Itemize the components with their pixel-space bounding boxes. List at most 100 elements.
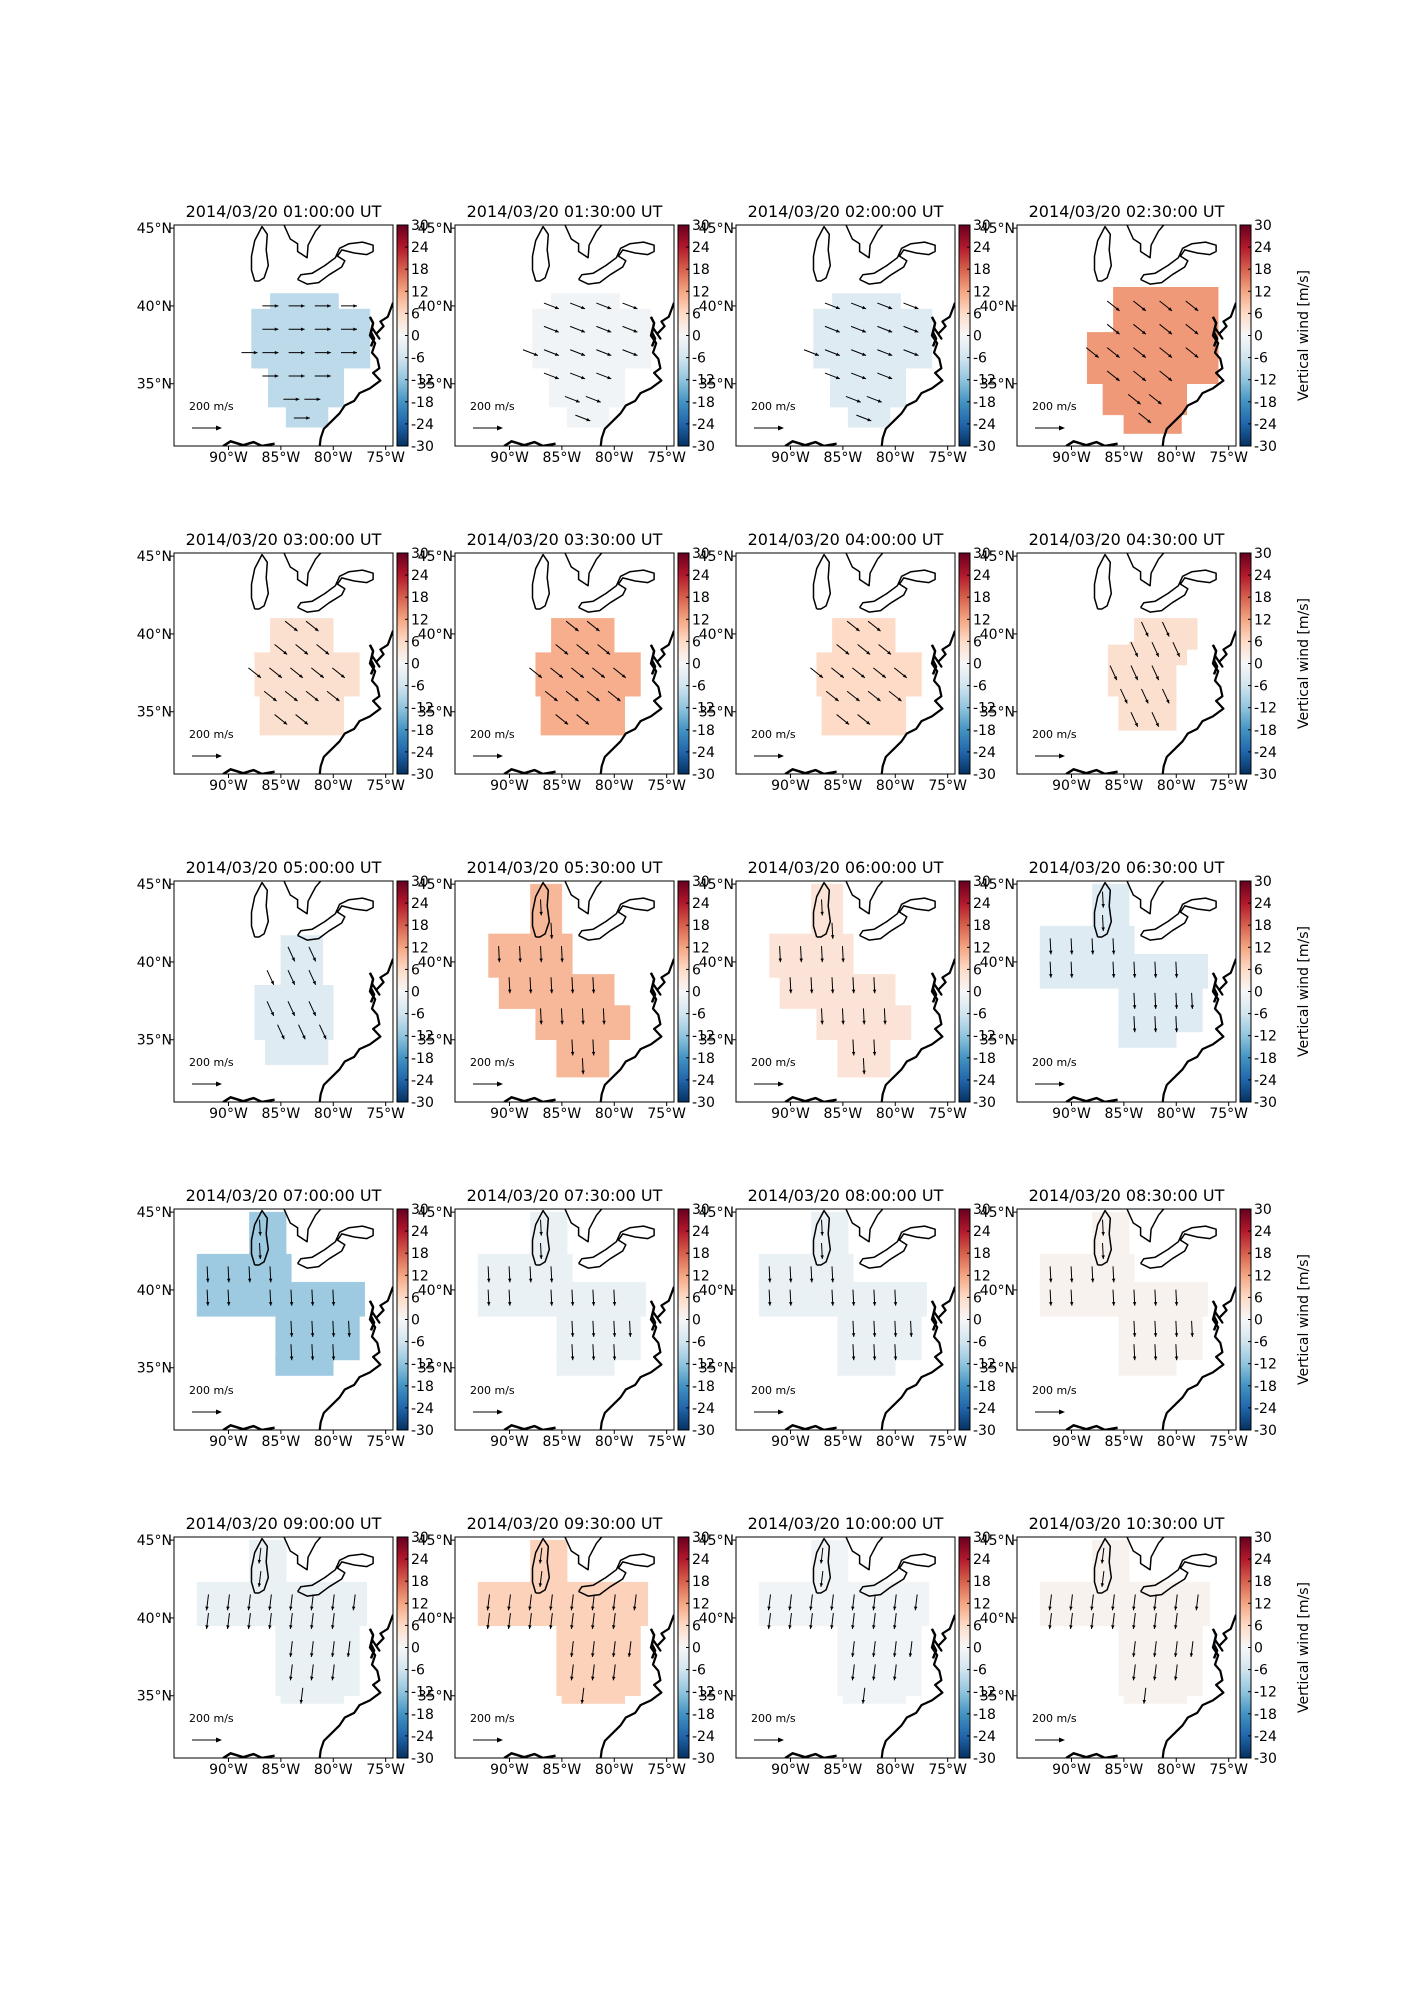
wind-arrow-head — [574, 697, 579, 702]
wind-arrow-head — [554, 305, 559, 310]
wind-arrow-head — [257, 1559, 262, 1564]
colorbar-tick-label: 6 — [692, 306, 701, 322]
map-frame — [735, 880, 956, 1103]
scale-arrow-head — [216, 1081, 222, 1087]
lon-tick-label: 90°W — [209, 1434, 248, 1450]
map-panel: 200 m/s 2014/03/20 04:30:00 UT 90°W 85°W 80°… — [980, 530, 1312, 794]
colorbar-tick-label: 18 — [1254, 1574, 1272, 1590]
colorbar-tick-label: 12 — [411, 940, 429, 956]
wind-arrow-head — [570, 1606, 574, 1611]
map-content — [1065, 553, 1236, 774]
great-lakes-coast — [1139, 241, 1217, 285]
gulf-coast — [784, 1096, 837, 1102]
wind-arrow-head — [1174, 1676, 1178, 1681]
wind-arrow-head — [300, 304, 305, 308]
lon-tick-label: 75°W — [366, 778, 405, 794]
wind-arrow-head — [819, 1559, 824, 1564]
panel-title: 2014/03/20 01:00:00 UT — [186, 202, 382, 221]
wind-arrow-head — [834, 697, 839, 702]
lat-tick-label: 35°N — [137, 1689, 172, 1705]
wind-arrow-head — [893, 1625, 897, 1629]
colorbar-tick-label: 0 — [973, 329, 982, 345]
colorbar-tick-label: -18 — [411, 1051, 434, 1067]
wind-arrow-head — [591, 1356, 596, 1361]
map-content — [477, 1209, 674, 1430]
lat-tick-label: 45°N — [699, 1533, 734, 1549]
wind-arrow-head — [1069, 950, 1074, 955]
lake-huron — [1126, 553, 1165, 587]
wind-arrow-head — [1145, 632, 1149, 637]
wind-arrow-head — [841, 958, 845, 963]
wind-field-cell — [842, 1690, 907, 1704]
wind-arrow-head — [1174, 1005, 1179, 1009]
lake-michigan — [812, 553, 832, 610]
panel-title: 2014/03/20 07:30:00 UT — [467, 1186, 663, 1205]
wind-arrow-head — [295, 397, 300, 402]
wind-arrow-head — [893, 1653, 897, 1657]
colorbar-tick-label: 0 — [411, 657, 420, 673]
scale-arrow-head — [778, 1737, 784, 1743]
coastlines — [222, 1209, 393, 1430]
colorbar-tick-label: -30 — [692, 439, 715, 455]
colorbar-tick-label: -24 — [692, 1073, 715, 1089]
chesapeake-bay — [368, 644, 376, 675]
lat-tick-label: 40°N — [699, 1611, 734, 1627]
map-frame — [173, 552, 394, 775]
colorbar-tick-label: -12 — [1254, 1357, 1277, 1373]
colorbar-tick-label: -18 — [692, 723, 715, 739]
wind-arrow-head — [538, 1583, 543, 1587]
wind-arrow-head — [539, 958, 543, 963]
map-frame — [1016, 552, 1237, 775]
lon-tick-label: 90°W — [771, 1106, 810, 1122]
wind-arrow-head — [289, 1606, 293, 1611]
wind-arrow-head — [881, 674, 886, 678]
lat-tick-label: 45°N — [980, 1205, 1015, 1221]
atlantic-coast — [880, 1614, 955, 1758]
wind-arrow-head — [1141, 377, 1146, 381]
atlantic-coast — [1161, 958, 1236, 1102]
colorbar-tick-label: 0 — [692, 985, 701, 1001]
wind-arrow-head — [820, 911, 824, 916]
colorbar-tick-label: -12 — [692, 373, 715, 389]
colorbar-tick-label: -30 — [411, 1751, 434, 1767]
wind-arrow-head — [298, 674, 303, 678]
wind-arrow-head — [289, 1676, 293, 1681]
wind-arrow-head — [862, 1070, 866, 1075]
map-content — [503, 225, 674, 446]
colorbar-tick-label: 12 — [1254, 1596, 1272, 1612]
wind-arrow-head — [1174, 1625, 1178, 1629]
wind-arrow-head — [1174, 1606, 1178, 1611]
great-lakes-coast — [1139, 1225, 1217, 1269]
wind-arrow-head — [487, 1302, 491, 1306]
colorbar-tick-label: -24 — [411, 1073, 434, 1089]
wind-arrow-head — [1194, 1606, 1199, 1611]
atlantic-coast — [599, 1614, 674, 1758]
colorbar-tick-label: 12 — [692, 284, 710, 300]
wind-arrow-head — [820, 958, 824, 963]
colorbar-tick-label: -30 — [1254, 767, 1277, 783]
lake-huron — [283, 881, 322, 915]
colorbar-tick-label: -12 — [1254, 701, 1277, 717]
lon-tick-label: 85°W — [824, 1106, 863, 1122]
wind-field-cell — [830, 364, 907, 408]
lake-michigan — [812, 225, 832, 282]
lon-tick-label: 80°W — [595, 1762, 634, 1778]
colorbar-tick-label: -24 — [973, 1729, 996, 1745]
panel-title: 2014/03/20 02:00:00 UT — [748, 202, 944, 221]
wind-arrow-head — [1153, 1676, 1157, 1681]
wind-vectors — [1109, 621, 1181, 728]
great-lakes-coast — [577, 1225, 655, 1269]
gulf-coast — [503, 1424, 556, 1430]
atlantic-coast — [1161, 1614, 1236, 1758]
wind-arrow-head — [1049, 950, 1053, 955]
lon-tick-label: 75°W — [366, 450, 405, 466]
colorbar-tick-label: -6 — [973, 1663, 987, 1679]
colorbar-tick-label: 18 — [692, 262, 710, 278]
wind-arrow-head — [872, 1333, 877, 1337]
wind-arrow-head — [1194, 307, 1199, 311]
colorbar-tick-label: -12 — [411, 1357, 434, 1373]
wind-arrow-head — [845, 720, 850, 725]
wind-arrow-head — [549, 1278, 554, 1283]
colorbar-tick-label: -24 — [411, 745, 434, 761]
scale-arrow-label: 200 m/s — [189, 1384, 234, 1397]
